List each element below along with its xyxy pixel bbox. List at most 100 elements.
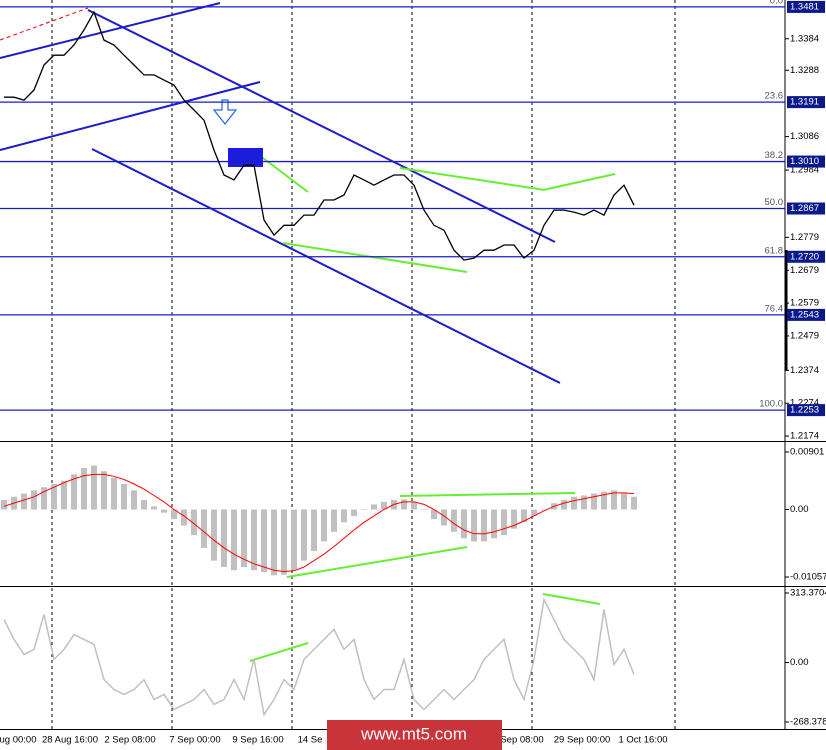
y-tick-label: 1.2984 xyxy=(790,165,819,176)
fib-price-label: 1.2867 xyxy=(790,203,819,214)
histogram-bar xyxy=(81,468,87,510)
histogram-bar xyxy=(141,499,147,510)
histogram-bar xyxy=(411,501,417,510)
fib-ratio-label: 100.0 xyxy=(759,399,783,410)
histogram-bar xyxy=(451,509,457,532)
histogram-bar xyxy=(121,483,127,510)
x-tick-label: 29 Sep 00:00 xyxy=(554,735,611,746)
y-tick-label: 1.2779 xyxy=(790,232,819,243)
histogram-bar xyxy=(201,509,207,548)
histogram-bar xyxy=(181,509,187,526)
divergence-line xyxy=(286,546,468,578)
histogram-bar xyxy=(401,499,407,510)
histogram-bar xyxy=(331,509,337,532)
divergence-line xyxy=(542,173,616,191)
fib-ratio-label: 38.2 xyxy=(765,150,784,161)
histogram-bar xyxy=(71,474,77,510)
y-tick-label: -268.3780 xyxy=(790,717,826,728)
histogram-bar xyxy=(491,509,497,539)
channel-line xyxy=(91,148,561,384)
divergence-line xyxy=(399,167,546,191)
fib-baseline xyxy=(0,7,89,41)
y-tick-label: 0.00 xyxy=(790,504,809,515)
x-tick-label: 7 Sep 00:00 xyxy=(169,735,220,746)
histogram-bar xyxy=(221,509,227,567)
fib-price-label: 1.2253 xyxy=(790,405,819,416)
histogram-bar xyxy=(541,509,547,511)
fib-label-box xyxy=(787,0,825,13)
histogram-bar xyxy=(341,509,347,523)
histogram-bar xyxy=(31,490,37,510)
histogram-bar xyxy=(111,477,117,510)
histogram-bar xyxy=(241,509,247,567)
fib-label-box xyxy=(787,404,825,417)
x-tick-label: 28 Aug 16:00 xyxy=(42,735,98,746)
histogram-bar xyxy=(621,493,627,510)
watermark: www.mt5.com xyxy=(360,724,467,743)
histogram-bar xyxy=(561,499,567,510)
x-tick-label: ug 00:00 xyxy=(0,735,36,746)
channel-line xyxy=(87,9,556,243)
fib-label-box xyxy=(787,202,825,215)
histogram-bar xyxy=(631,496,637,510)
histogram-bar xyxy=(521,509,527,523)
histogram-bar xyxy=(271,509,277,576)
histogram-bar xyxy=(21,493,27,510)
series-line xyxy=(3,597,635,717)
x-tick-label: 14 Se xyxy=(298,735,323,746)
histogram-bar xyxy=(471,509,477,542)
histogram-bar xyxy=(611,490,617,510)
divergence-line xyxy=(249,642,309,662)
histogram-bar xyxy=(381,501,387,510)
histogram-bar xyxy=(481,509,487,542)
zone-box xyxy=(228,148,263,167)
histogram-bar xyxy=(251,509,257,571)
fib-ratio-label: 50.0 xyxy=(765,197,784,208)
y-tick-label: 1.2579 xyxy=(790,298,819,309)
histogram-bar xyxy=(231,509,237,571)
histogram-bar xyxy=(441,509,447,526)
fib-label-box xyxy=(787,96,825,109)
histogram-bar xyxy=(431,509,437,520)
histogram-bar xyxy=(371,504,377,510)
x-tick-label: 9 Sep 16:00 xyxy=(232,735,283,746)
histogram-bar xyxy=(421,509,427,511)
histogram-bar xyxy=(311,509,317,552)
histogram-bar xyxy=(151,506,157,510)
histogram-bar xyxy=(531,509,537,516)
divergence-line xyxy=(282,242,468,273)
y-tick-label: 1.3086 xyxy=(790,131,819,142)
divergence-line xyxy=(399,492,576,497)
y-tick-label: 1.2679 xyxy=(790,265,819,276)
histogram-bar xyxy=(61,480,67,510)
y-tick-label: 0.00 xyxy=(790,657,809,668)
histogram-bar xyxy=(211,509,217,561)
fib-ratio-label: 23.6 xyxy=(765,91,784,102)
channel-line xyxy=(0,81,261,151)
y-tick-label: 0.00901 xyxy=(790,447,824,458)
y-tick-label: 1.3288 xyxy=(790,65,819,76)
histogram-bar xyxy=(291,509,297,571)
y-tick-label: 1.3384 xyxy=(790,33,819,44)
histogram-bar xyxy=(41,487,47,510)
arrow-down xyxy=(212,99,238,125)
fib-label-box xyxy=(787,250,825,263)
fib-label-box xyxy=(787,155,825,168)
histogram-bar xyxy=(91,465,97,510)
v-grid xyxy=(51,0,676,730)
histogram-bar xyxy=(1,499,7,510)
fib-price-label: 1.2720 xyxy=(790,251,819,262)
histogram-bar xyxy=(131,490,137,510)
histogram-bar xyxy=(171,509,177,520)
y-tick-label: 1.2174 xyxy=(790,431,819,442)
fib-ratio-label: 76.4 xyxy=(765,303,784,314)
histogram-bar xyxy=(571,496,577,510)
histogram-bar xyxy=(281,509,287,575)
divergence-line xyxy=(254,151,309,193)
y-tick-label: 313.3704 xyxy=(790,588,826,599)
histogram-bar xyxy=(321,509,327,542)
watermark-box xyxy=(327,720,502,750)
